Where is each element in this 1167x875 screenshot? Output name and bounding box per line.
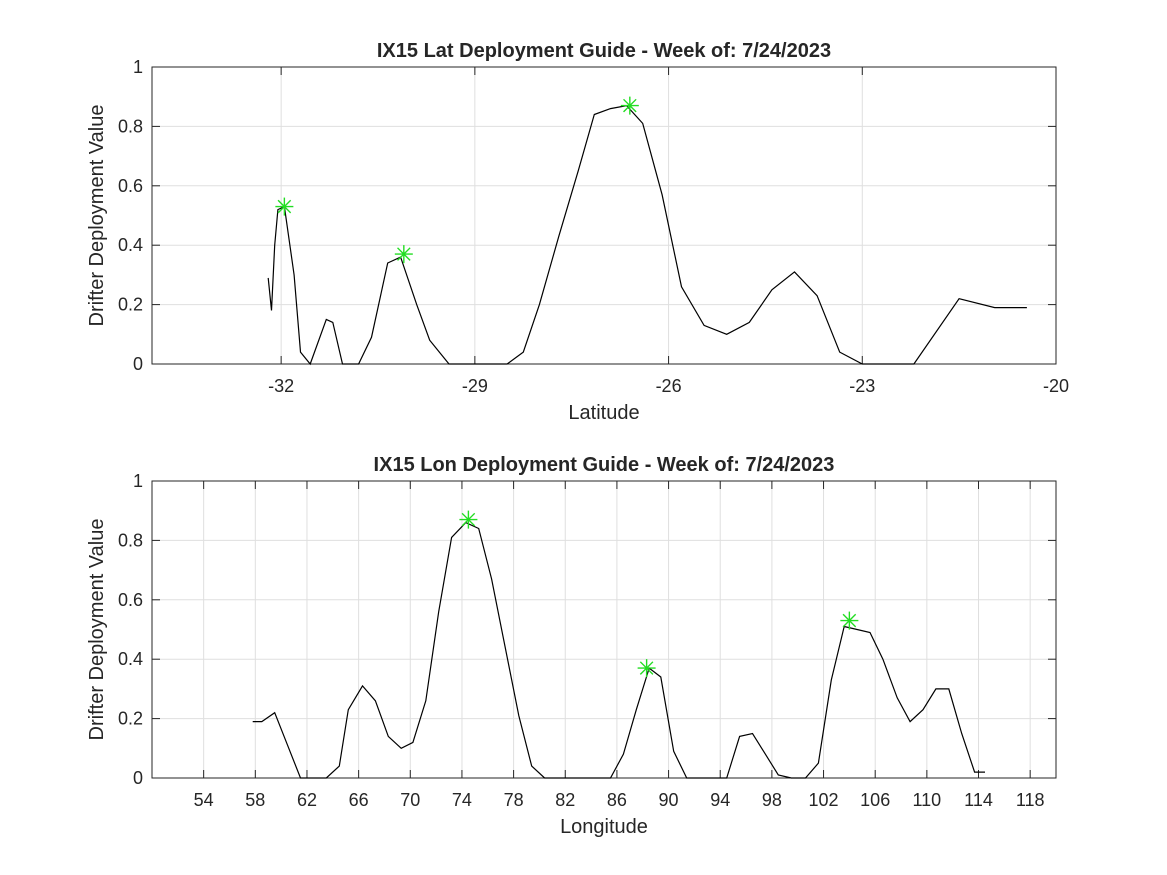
lat-chart-title: IX15 Lat Deployment Guide - Week of: 7/2… — [377, 40, 831, 62]
lat-peak-marker — [394, 245, 413, 264]
lon-y-tick-label: 0 — [133, 768, 143, 788]
lon-y-tick-label: 0.4 — [118, 649, 143, 669]
lon-x-tick-label: 94 — [710, 790, 730, 810]
lon-x-axis-label: Longitude — [560, 816, 648, 838]
lon-axes: IX15 Lon Deployment Guide - Week of: 7/2… — [86, 454, 1057, 838]
lat-peak-marker — [620, 96, 639, 115]
lon-x-tick-label: 90 — [659, 790, 679, 810]
lon-chart-title: IX15 Lon Deployment Guide - Week of: 7/2… — [374, 454, 835, 476]
lon-axes-frame — [151, 480, 1057, 779]
lon-peak-marker-stroke — [639, 661, 654, 675]
lat-peak-marker-stroke — [397, 247, 411, 261]
lat-x-tick-label: -23 — [849, 376, 875, 396]
lon-x-tick-label: 74 — [452, 790, 472, 810]
lon-y-axis-label: Drifter Deployment Value — [86, 519, 108, 741]
lon-peak-marker-stroke — [842, 613, 857, 628]
lat-y-tick-label: 0 — [133, 354, 143, 374]
lon-x-tick-label: 62 — [297, 790, 317, 810]
lon-y-tick-label: 0.8 — [118, 530, 143, 550]
lat-x-axis-label: Latitude — [568, 402, 639, 424]
lat-y-tick-label: 0.6 — [118, 176, 143, 196]
lon-x-tick-label: 110 — [913, 790, 942, 810]
lat-peak-marker-stroke — [277, 199, 292, 214]
lon-y-tick-label: 0.6 — [118, 590, 143, 610]
lat-x-tick-label: -26 — [656, 376, 682, 396]
lon-x-tick-label: 118 — [1016, 790, 1045, 810]
lon-x-tick-label: 102 — [809, 790, 839, 810]
lat-peak-marker-stroke — [623, 98, 637, 113]
lon-peak-marker — [459, 510, 478, 529]
lat-y-tick-label: 0.8 — [118, 116, 143, 136]
lon-x-tick-label: 78 — [504, 790, 524, 810]
lon-peak-marker-stroke — [461, 512, 476, 527]
lon-peak-marker — [840, 611, 859, 630]
lat-peak-marker — [275, 197, 294, 216]
lon-x-tick-label: 98 — [762, 790, 782, 810]
lat-axes-frame — [151, 66, 1057, 365]
lon-x-tick-label: 70 — [400, 790, 420, 810]
lat-series-line — [267, 104, 1027, 366]
lon-x-tick-label: 86 — [607, 790, 627, 810]
lat-x-tick-label: -20 — [1043, 376, 1069, 396]
lat-y-tick-label: 0.4 — [118, 235, 143, 255]
lon-series-line — [252, 521, 985, 779]
lon-x-tick-label: 82 — [555, 790, 575, 810]
lon-x-tick-label: 106 — [860, 790, 890, 810]
lon-peak-marker — [637, 659, 656, 678]
lat-axes: IX15 Lat Deployment Guide - Week of: 7/2… — [86, 40, 1069, 424]
lat-y-tick-label: 0.2 — [118, 295, 143, 315]
lon-y-tick-label: 0.2 — [118, 709, 143, 729]
lon-x-tick-label: 114 — [964, 790, 993, 810]
lon-grid — [152, 480, 1056, 779]
lat-x-tick-label: -32 — [268, 376, 294, 396]
lat-y-tick-label: 1 — [133, 57, 143, 77]
lon-y-tick-label: 1 — [133, 471, 143, 491]
lon-x-tick-label: 66 — [349, 790, 369, 810]
lat-y-axis-label: Drifter Deployment Value — [86, 105, 108, 327]
lon-x-tick-label: 54 — [194, 790, 214, 810]
lon-x-tick-label: 58 — [245, 790, 265, 810]
lat-x-tick-label: -29 — [462, 376, 488, 396]
